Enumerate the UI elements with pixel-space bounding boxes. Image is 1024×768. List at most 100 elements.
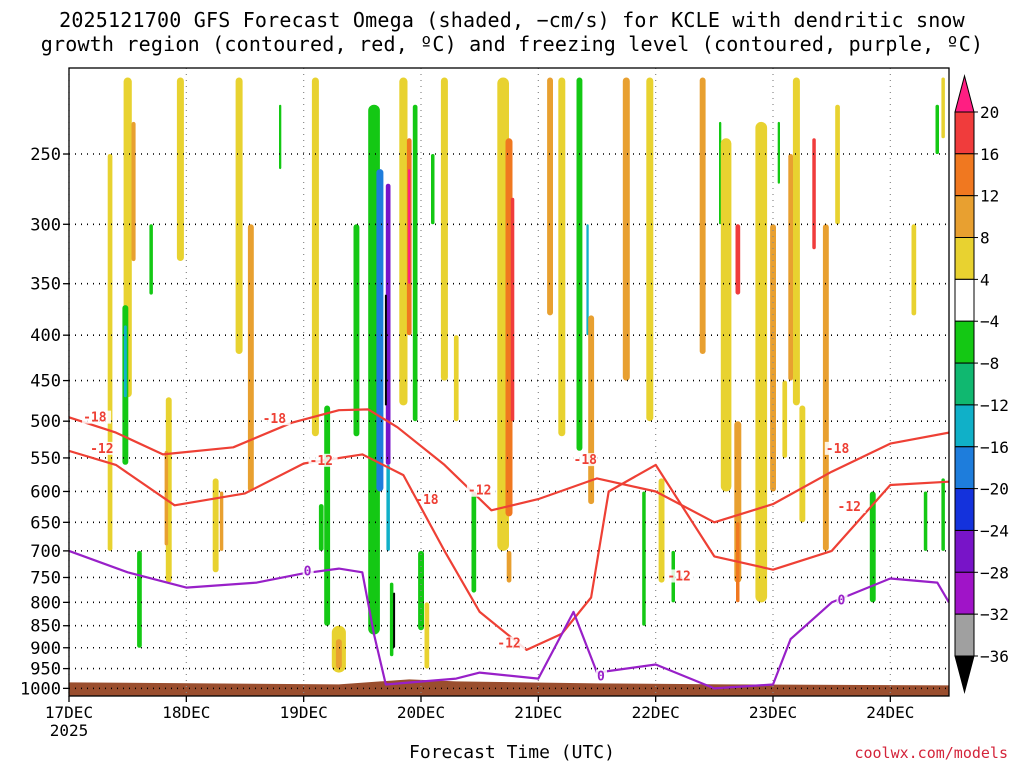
colorbar-segment xyxy=(954,362,975,406)
omega-cell xyxy=(324,405,331,626)
omega-cell xyxy=(719,121,722,225)
omega-cell xyxy=(506,550,512,583)
x-axis-label: Forecast Time (UTC) xyxy=(409,742,615,763)
colorbar-segment xyxy=(954,613,975,657)
omega-cell xyxy=(812,138,816,250)
contour-label-bg xyxy=(414,493,444,507)
omega-cell xyxy=(131,121,136,262)
y-tick-label: 700 xyxy=(30,542,61,562)
contour-label: 0 xyxy=(304,564,312,579)
omega-cell xyxy=(777,121,780,184)
contour-label-bg xyxy=(302,564,314,578)
omega-cell xyxy=(699,77,706,354)
omega-cell xyxy=(923,491,928,551)
contour-label-bg xyxy=(824,441,854,455)
omega-cell xyxy=(782,380,788,458)
contour-label: -12 xyxy=(90,442,113,457)
x-tick-label: 23DEC xyxy=(749,703,797,722)
omega-cell xyxy=(658,478,665,583)
y-tick-label: 350 xyxy=(30,275,61,295)
contour-label: -18 xyxy=(574,453,598,468)
colorbar-label: 8 xyxy=(980,229,990,248)
omega-cell xyxy=(408,169,411,284)
contour-label-bg xyxy=(596,669,607,683)
omega-cell xyxy=(219,491,224,551)
omega-cell xyxy=(149,224,153,295)
contour-label-bg xyxy=(89,441,119,455)
plot-frame xyxy=(68,67,950,697)
y-tick-label: 300 xyxy=(30,215,61,235)
contour-label-bg xyxy=(572,453,602,467)
omega-cell xyxy=(720,138,732,492)
omega-cell xyxy=(471,491,477,593)
contours: -18 -18 -18 -18 -18 -12 -12 -12 -12 -12 -12 0 0 0 xyxy=(69,408,949,690)
x-tick-label: 24DEC xyxy=(866,703,914,722)
chart-title-line-1: 2025121700 GFS Forecast Omega (shaded, −… xyxy=(59,8,965,32)
omega-cell xyxy=(770,224,776,492)
chart-title-line-2: growth region (contoured, red, ºC) and f… xyxy=(40,32,984,56)
colorbar-segment xyxy=(954,278,975,322)
omega-cell xyxy=(440,77,448,381)
x-tick-label: 20DEC xyxy=(397,703,445,722)
x-tick-label: 21DEC xyxy=(514,703,562,722)
contour-label: -18 xyxy=(263,412,287,427)
omega-cell xyxy=(389,582,394,657)
colorbar-segment xyxy=(954,320,975,364)
omega-cell xyxy=(335,639,342,669)
omega-cell xyxy=(935,104,939,154)
omega-cell xyxy=(311,77,319,437)
colorbar-label: −24 xyxy=(980,521,1009,540)
omega-cell xyxy=(869,491,876,603)
y-tick-label: 250 xyxy=(30,145,61,165)
colorbar-segment xyxy=(954,446,975,490)
x-tick-label: 18DEC xyxy=(162,703,210,722)
contour-label: -18 xyxy=(415,493,439,508)
omega-cell xyxy=(622,77,630,381)
contour-label-bg xyxy=(666,569,696,583)
colorbar-legend: 20 16 12 8 4 −4 −8 −12 −16 −20 −24 −28 −32 −36 xyxy=(954,74,1009,694)
y-tick-label: 500 xyxy=(30,412,61,432)
omega-cell xyxy=(755,121,768,603)
contour-label-bg xyxy=(82,410,112,424)
omega-cell xyxy=(235,77,243,354)
omega-cell xyxy=(792,77,800,406)
colorbar-top-arrow xyxy=(954,74,975,113)
omega-cell xyxy=(941,77,945,139)
omega-cell xyxy=(822,224,829,551)
omega-cell xyxy=(385,183,391,465)
omega-cell xyxy=(788,154,793,381)
omega-cell xyxy=(576,77,583,451)
contour-label-bg xyxy=(466,483,496,497)
colorbar-label: −36 xyxy=(980,647,1009,666)
omega-cell xyxy=(318,504,324,551)
contour-label-bg xyxy=(836,593,848,607)
y-tick-label: 950 xyxy=(30,660,61,680)
colorbar-label: −12 xyxy=(980,396,1009,415)
y-tick-label: 750 xyxy=(30,568,61,588)
omega-cell xyxy=(547,77,553,316)
contour-line xyxy=(69,449,949,652)
x-tick-year: 2025 xyxy=(50,721,89,740)
contour-label: -12 xyxy=(838,500,861,515)
omega-cell xyxy=(353,224,360,437)
y-axis: 2503003504004505005506006507007508008509… xyxy=(20,145,69,699)
y-tick-label: 850 xyxy=(30,617,61,637)
contour-label: -18 xyxy=(83,411,107,426)
colorbar-segment xyxy=(954,237,975,280)
omega-cell xyxy=(588,315,595,505)
y-tick-label: 550 xyxy=(30,449,61,469)
colorbar-segment xyxy=(954,571,975,615)
contour-label-bg xyxy=(261,412,291,426)
y-tick-label: 800 xyxy=(30,593,61,613)
y-tick-label: 400 xyxy=(30,326,61,346)
omega-shaded-field xyxy=(107,77,945,673)
credit-text: coolwx.com/models xyxy=(854,744,1008,762)
contour-label: 0 xyxy=(597,670,605,685)
omega-cell xyxy=(176,77,184,261)
colorbar-label: −20 xyxy=(980,480,1009,499)
omega-cell xyxy=(911,224,917,316)
contour-label-bg xyxy=(308,453,338,467)
omega-cell xyxy=(247,224,254,492)
omega-cell xyxy=(431,154,435,225)
omega-cell xyxy=(393,592,396,648)
